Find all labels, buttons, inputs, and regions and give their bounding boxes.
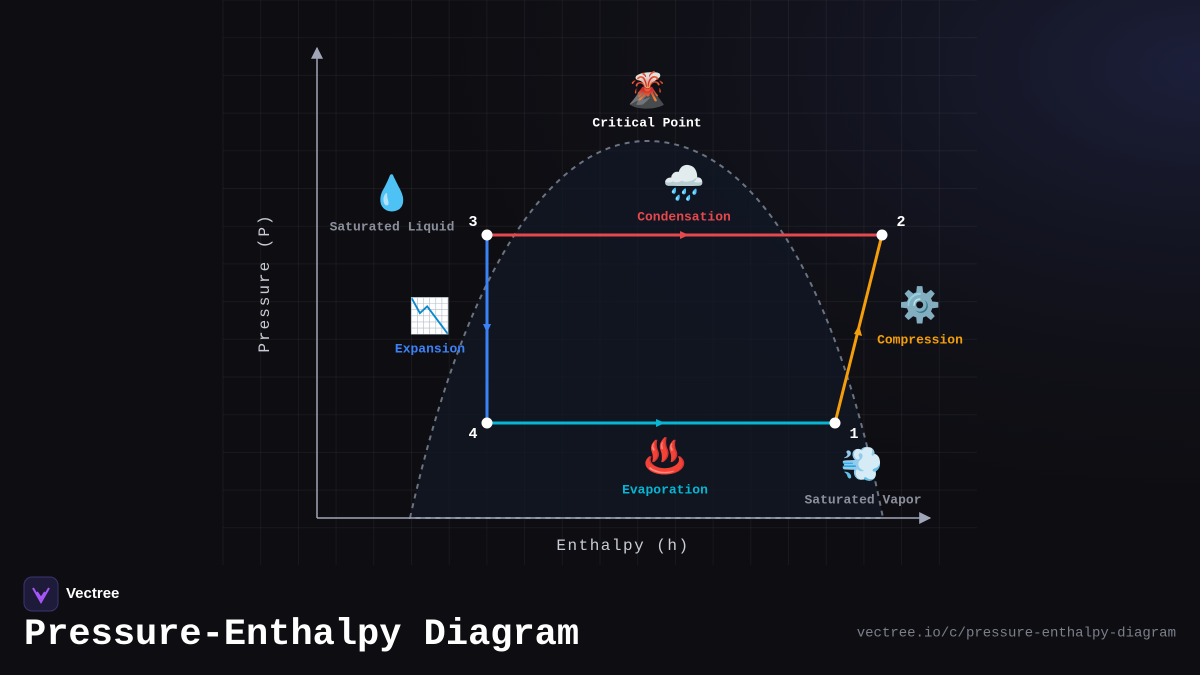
icon: 💨 [841, 445, 883, 485]
icon: 🌋 [626, 71, 668, 111]
arrow [854, 325, 862, 336]
point-label: 1 [849, 426, 858, 443]
y-axis-label: Pressure (P) [256, 213, 274, 352]
url: vectree.io/c/pressure-enthalpy-diagram [857, 626, 1176, 642]
annotation: Critical Point [592, 115, 701, 130]
arrow [656, 419, 665, 427]
annotation: Compression [877, 332, 963, 347]
point-label: 4 [468, 426, 477, 443]
point-label: 2 [896, 214, 905, 231]
brand: Vectree [66, 585, 119, 602]
point-label: 3 [468, 214, 477, 231]
icon: 🌧️ [663, 163, 705, 204]
x-axis-label: Enthalpy (h) [556, 537, 689, 555]
arrow [483, 324, 491, 333]
state-point [829, 417, 841, 429]
annotation: Saturated Vapor [804, 492, 921, 507]
icon: 📉 [409, 297, 451, 337]
icon: ♨️ [644, 437, 686, 477]
logo-mark [32, 587, 50, 605]
annotation: Condensation [637, 209, 731, 224]
annotation: Saturated Liquid [330, 219, 455, 234]
annotation: Expansion [395, 341, 465, 356]
page-title: Pressure-Enthalpy Diagram [24, 614, 579, 656]
icon: 💧 [371, 174, 413, 214]
state-point [876, 229, 888, 241]
icon: ⚙️ [899, 286, 941, 326]
arrow [680, 231, 689, 239]
state-point [481, 417, 493, 429]
state-point [481, 229, 493, 241]
logo [23, 576, 59, 612]
annotation: Evaporation [622, 482, 708, 497]
